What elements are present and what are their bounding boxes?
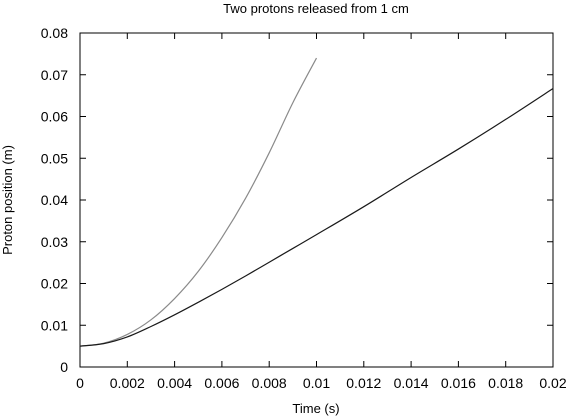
series-line-1 (79, 57, 318, 347)
x-tick-label: 0.012 (346, 375, 381, 391)
y-tick-label: 0.06 (41, 109, 68, 125)
y-tick-label: 0.01 (41, 317, 68, 333)
y-axis-title: Proton position (m) (0, 145, 15, 255)
x-tick-label: 0.016 (441, 375, 476, 391)
x-tick-label: 0.02 (539, 375, 566, 391)
y-tick-label: 0.08 (41, 25, 68, 41)
x-tick-label: 0.004 (157, 375, 192, 391)
y-tick-label: 0.04 (41, 192, 68, 208)
x-tick-label: 0 (76, 375, 84, 391)
x-tick-label: 0.018 (488, 375, 523, 391)
x-tick-label: 0.002 (110, 375, 145, 391)
x-axis: 0 0.002 0.004 0.006 0.008 0.01 0.012 0.014 0.016… (76, 33, 567, 391)
y-tick-label: 0 (60, 359, 68, 375)
y-axis: 0 0.01 0.02 0.03 0.04 0.05 0.06 0.07 0.08 (41, 25, 553, 375)
x-tick-label: 0.014 (394, 375, 429, 391)
y-tick-label: 0.03 (41, 234, 68, 250)
series-layer (79, 57, 554, 347)
plot-frame (79, 32, 554, 368)
y-tick-label: 0.07 (41, 67, 68, 83)
x-tick-label: 0.01 (303, 375, 330, 391)
series-line-2 (79, 88, 554, 347)
x-axis-title: Time (s) (292, 401, 339, 416)
chart-title: Two protons released from 1 cm (223, 1, 409, 16)
x-tick-label: 0.006 (204, 375, 239, 391)
y-tick-label: 0.02 (41, 276, 68, 292)
y-tick-label: 0.05 (41, 150, 68, 166)
x-tick-label: 0.008 (252, 375, 287, 391)
